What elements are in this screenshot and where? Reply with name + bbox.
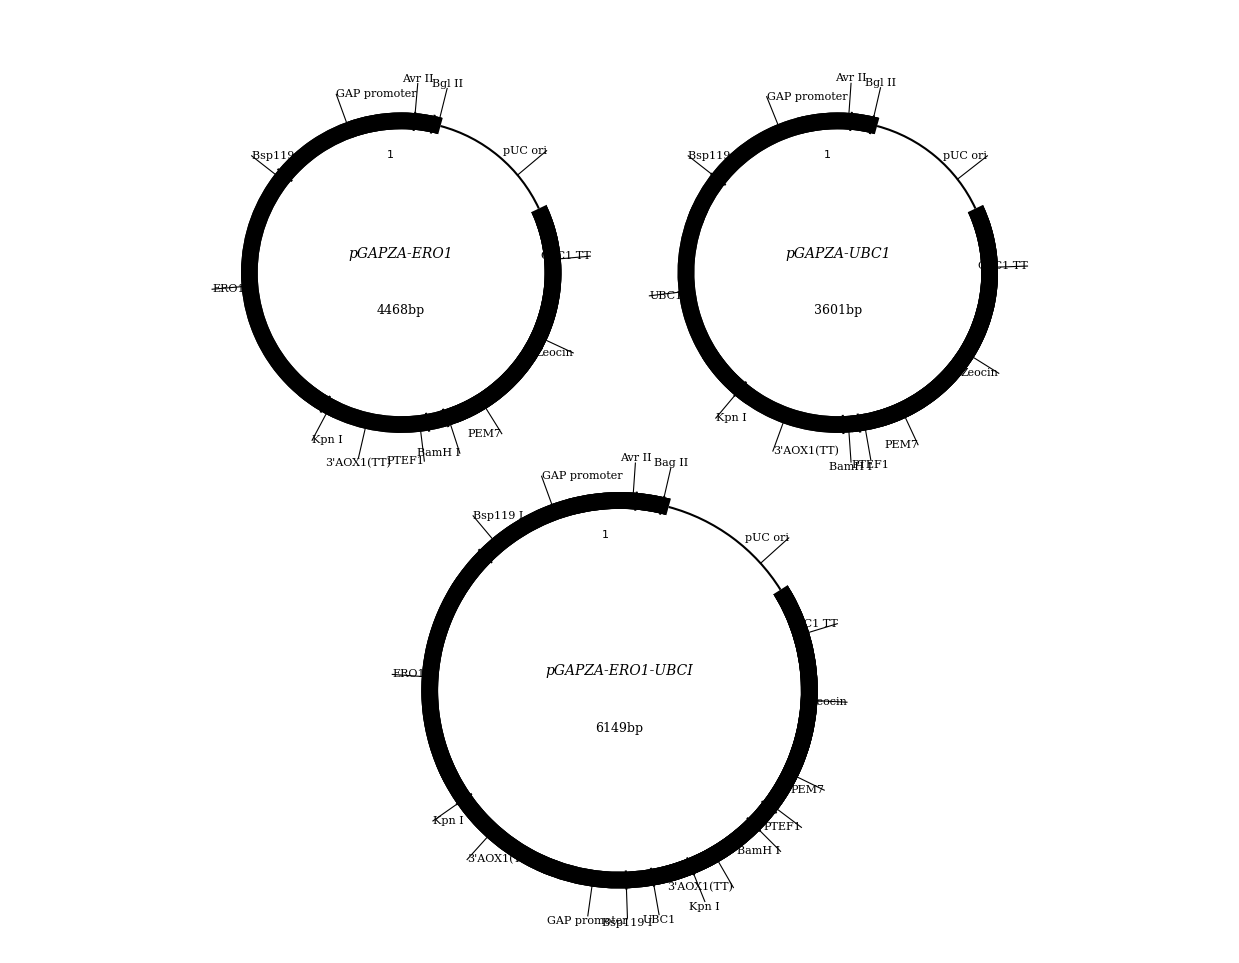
Text: Kpn I: Kpn I xyxy=(716,413,747,423)
Text: 1: 1 xyxy=(387,150,394,160)
Text: Zeocin: Zeocin xyxy=(809,697,847,707)
Text: PEM7: PEM7 xyxy=(883,440,918,450)
Text: 4468bp: 4468bp xyxy=(377,304,425,317)
Text: 1: 1 xyxy=(824,150,830,160)
Text: 3'AOX1(TT): 3'AOX1(TT) xyxy=(467,854,533,865)
Text: PEM7: PEM7 xyxy=(790,785,824,795)
Text: pGAPZA-UBC1: pGAPZA-UBC1 xyxy=(786,247,891,261)
Text: BamH I: BamH I xyxy=(737,846,781,856)
Text: PTEF1: PTEF1 xyxy=(387,456,424,466)
Text: GAP promoter: GAP promoter xyxy=(541,471,622,482)
Text: 1: 1 xyxy=(602,530,608,539)
Text: pGAPZA-ERO1: pGAPZA-ERO1 xyxy=(349,247,453,261)
Text: CYC1 TT: CYC1 TT xyxy=(788,618,838,629)
Text: pUC ori: pUC ori xyxy=(503,145,546,156)
Text: 3'AOX1(TT): 3'AOX1(TT) xyxy=(326,457,392,468)
Text: UBC1: UBC1 xyxy=(643,915,675,924)
Text: UBC1: UBC1 xyxy=(649,291,683,300)
Text: Avr II: Avr II xyxy=(401,73,434,84)
Text: 3'AOX1(TT): 3'AOX1(TT) xyxy=(668,882,733,893)
Text: pUC ori: pUC ori xyxy=(943,151,987,161)
Text: pGAPZA-ERO1-UBCI: pGAPZA-ERO1-UBCI xyxy=(545,664,694,678)
Text: 3'AOX1(TT): 3'AOX1(TT) xyxy=(773,446,839,456)
Text: GAP promoter: GAP promoter xyxy=(336,90,416,99)
Text: ERO1: ERO1 xyxy=(212,284,245,295)
Text: Avr II: Avr II xyxy=(835,73,867,84)
Text: Bgl II: Bgl II xyxy=(431,79,462,89)
Text: CYC1 TT: CYC1 TT xyxy=(978,261,1027,271)
Text: Kpn I: Kpn I xyxy=(312,435,343,445)
Text: Zeocin: Zeocin xyxy=(535,348,574,358)
Text: BamH I: BamH I xyxy=(829,462,872,472)
Text: Kpn I: Kpn I xyxy=(689,901,720,912)
Text: PTEF1: PTEF1 xyxy=(852,459,890,470)
Text: pUC ori: pUC ori xyxy=(745,533,789,543)
Text: PEM7: PEM7 xyxy=(468,429,502,439)
Text: BamH I: BamH I xyxy=(416,448,460,458)
Text: ERO1: ERO1 xyxy=(393,669,425,680)
Text: Bsp119 I: Bsp119 I xyxy=(473,510,523,521)
Text: 3601bp: 3601bp xyxy=(814,304,862,317)
Text: PTEF1: PTEF1 xyxy=(763,822,802,832)
Text: GAP promoter: GAP promoter xyxy=(767,91,847,102)
Text: GAP promoter: GAP promoter xyxy=(548,916,628,925)
Text: Bsp119 I: Bsp119 I xyxy=(252,151,302,161)
Text: Kpn I: Kpn I xyxy=(432,816,463,826)
Text: Zeocin: Zeocin xyxy=(961,368,999,378)
Text: Avr II: Avr II xyxy=(620,453,652,463)
Text: CYC1 TT: CYC1 TT xyxy=(540,251,590,261)
Text: Bgl II: Bgl II xyxy=(865,78,896,88)
Text: 6149bp: 6149bp xyxy=(596,722,643,735)
Text: Bsp119 I: Bsp119 I xyxy=(602,918,653,928)
Text: Bag II: Bag II xyxy=(654,458,688,468)
Text: Bsp119 I: Bsp119 I xyxy=(688,151,738,161)
